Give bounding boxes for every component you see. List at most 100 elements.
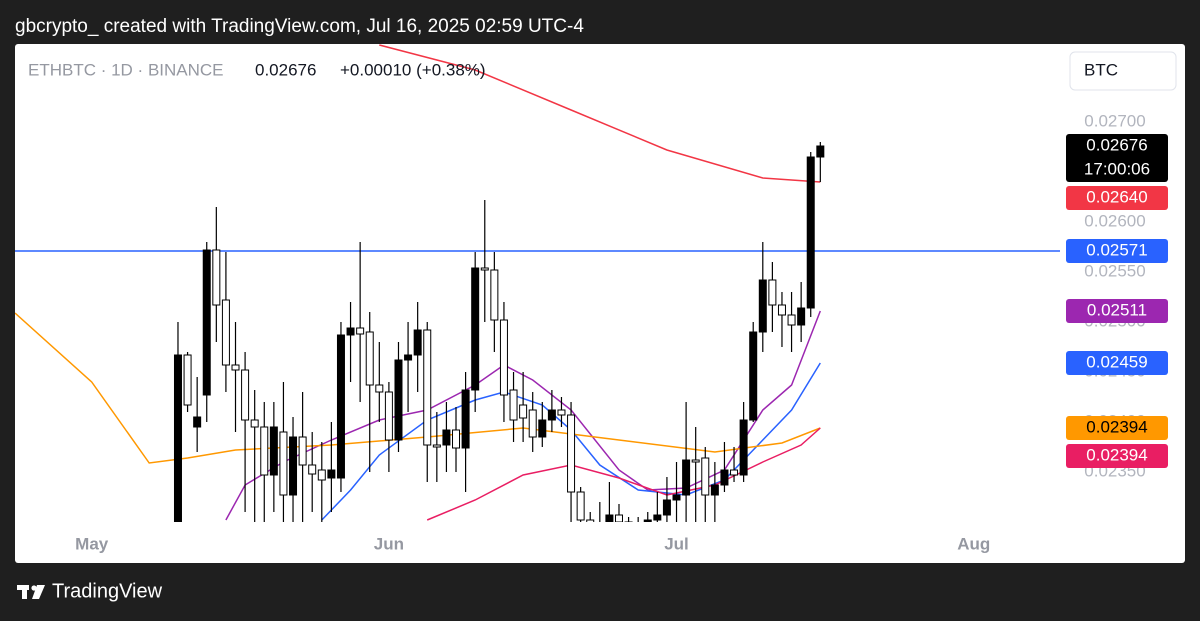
candle-body <box>298 436 307 466</box>
candle-body <box>787 314 796 326</box>
candle-body <box>173 354 182 522</box>
candle-body <box>509 389 518 421</box>
y-tick-label: 0.02550 <box>1084 261 1145 280</box>
candle-body <box>528 409 537 438</box>
candle-body <box>317 469 326 481</box>
candle-body <box>269 426 278 476</box>
brand: TradingView <box>52 580 163 602</box>
candle-body <box>356 327 365 335</box>
candle-body <box>289 436 298 496</box>
candle-body <box>480 267 489 271</box>
price-box-label: 0.02511 <box>1087 300 1147 319</box>
candle-body <box>806 156 815 309</box>
candle-body <box>471 267 480 391</box>
price-box-label: 0.02571 <box>1086 240 1147 259</box>
candle-body <box>231 364 240 371</box>
candle-body <box>308 464 317 475</box>
candle-body <box>777 304 786 316</box>
candle-body <box>749 331 758 421</box>
candle-body <box>547 409 556 421</box>
average-line <box>225 310 821 521</box>
x-tick-label: Jun <box>374 534 404 553</box>
candle-body <box>797 307 806 326</box>
candle-body <box>730 469 739 476</box>
candle-body <box>193 416 202 428</box>
candle-body <box>538 419 547 438</box>
last-price: 0.02676 <box>255 60 316 79</box>
candle-body <box>519 404 528 419</box>
overlay: 0.023500.024000.024500.025000.025500.026… <box>75 111 1168 553</box>
x-tick-label: Jul <box>664 534 689 553</box>
candle-body <box>336 334 345 479</box>
candle-body <box>691 459 700 463</box>
candle-body <box>662 499 671 516</box>
candle-body <box>413 329 422 356</box>
candle-body <box>452 429 461 449</box>
price-box-label: 0.02676 <box>1086 135 1147 154</box>
price-box <box>1066 351 1168 375</box>
candle-body <box>260 426 269 476</box>
candle-body <box>758 279 767 333</box>
candle-body <box>720 469 729 486</box>
candle-body <box>279 431 288 496</box>
price-box <box>1066 444 1168 468</box>
candle-body <box>404 354 413 361</box>
candle-body <box>442 429 451 446</box>
candle-body <box>423 329 432 446</box>
candle-body <box>202 249 211 396</box>
candle-body <box>672 494 681 501</box>
average-line <box>379 44 821 183</box>
brand-logo <box>17 585 45 599</box>
candle-body <box>365 331 374 386</box>
candle-body <box>653 514 662 521</box>
price-box <box>1066 299 1168 323</box>
candle-body <box>221 299 230 366</box>
price-box <box>1066 239 1168 263</box>
candle-body <box>327 469 336 479</box>
candle-body <box>346 327 355 336</box>
candle-body <box>557 409 566 416</box>
price-box-label: 0.02459 <box>1086 352 1147 371</box>
candle-body <box>643 519 652 522</box>
candle-body <box>384 391 393 441</box>
price-box-label: 17:00:06 <box>1084 159 1150 178</box>
x-tick-label: Aug <box>957 534 990 553</box>
candle-body <box>432 444 441 448</box>
currency[interactable]: BTC <box>1084 60 1118 79</box>
candle-body <box>567 414 576 493</box>
candle-body <box>614 514 623 522</box>
price-box <box>1066 186 1168 210</box>
price-box-label: 0.02394 <box>1086 417 1147 436</box>
y-tick-label: 0.02700 <box>1084 111 1145 130</box>
candle-body <box>461 389 470 449</box>
candle-body <box>490 269 499 321</box>
average-line <box>15 312 821 464</box>
candle-body <box>682 459 691 496</box>
price-box-label: 0.02640 <box>1086 187 1147 206</box>
candle-body <box>710 484 719 496</box>
header-title: gbcrypto_ created with TradingView.com, … <box>15 16 584 37</box>
candle-body <box>250 419 259 428</box>
candle-body <box>394 359 403 441</box>
candle-body <box>212 249 221 306</box>
candle-body <box>183 354 192 406</box>
candle-body <box>375 384 384 393</box>
price-box <box>1066 416 1168 440</box>
candle-body <box>586 519 595 522</box>
candle-body <box>499 319 508 396</box>
y-tick-label: 0.02600 <box>1084 211 1145 230</box>
price-box <box>1066 134 1168 182</box>
x-tick-label: May <box>75 534 109 553</box>
candle-body <box>701 457 710 496</box>
price-change: +0.00010 (+0.38%) <box>340 60 486 79</box>
candle-body <box>816 145 825 158</box>
candle-body <box>576 491 585 521</box>
candle-body <box>605 514 614 522</box>
currency-button[interactable] <box>1069 51 1177 91</box>
symbol: ETHBTC · 1D · BINANCE <box>28 60 224 79</box>
average-line <box>426 427 821 521</box>
candle-body <box>739 419 748 476</box>
candle-body <box>241 369 250 421</box>
candle-body <box>768 279 777 306</box>
